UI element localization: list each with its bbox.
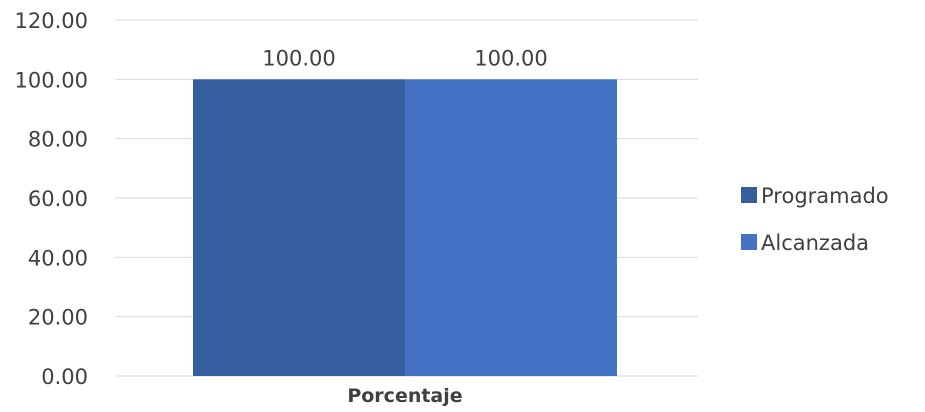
y-tick-label: 80.00 [28, 128, 88, 152]
bar-alcanzada [405, 79, 617, 376]
data-label-programado: 100.00 [262, 46, 335, 70]
y-tick-label: 120.00 [15, 9, 88, 33]
bar-programado [193, 79, 405, 376]
legend-label-programado: Programado [761, 184, 889, 208]
y-tick-label: 0.00 [41, 365, 88, 389]
y-tick-label: 40.00 [28, 246, 88, 270]
legend-swatch-alcanzada [741, 234, 757, 250]
x-category-label: Porcentaje [347, 385, 462, 407]
data-labels: 100.00 100.00 [262, 46, 547, 70]
y-tick-label: 100.00 [15, 68, 88, 92]
y-tick-label: 60.00 [28, 187, 88, 211]
legend: Programado Alcanzada [741, 184, 889, 255]
y-axis-ticks: 0.00 20.00 40.00 60.00 80.00 100.00 120.00 [15, 9, 88, 389]
data-label-alcanzada: 100.00 [474, 46, 547, 70]
legend-swatch-programado [741, 187, 757, 203]
y-tick-label: 20.00 [28, 306, 88, 330]
bars [193, 79, 617, 376]
legend-label-alcanzada: Alcanzada [761, 231, 869, 255]
